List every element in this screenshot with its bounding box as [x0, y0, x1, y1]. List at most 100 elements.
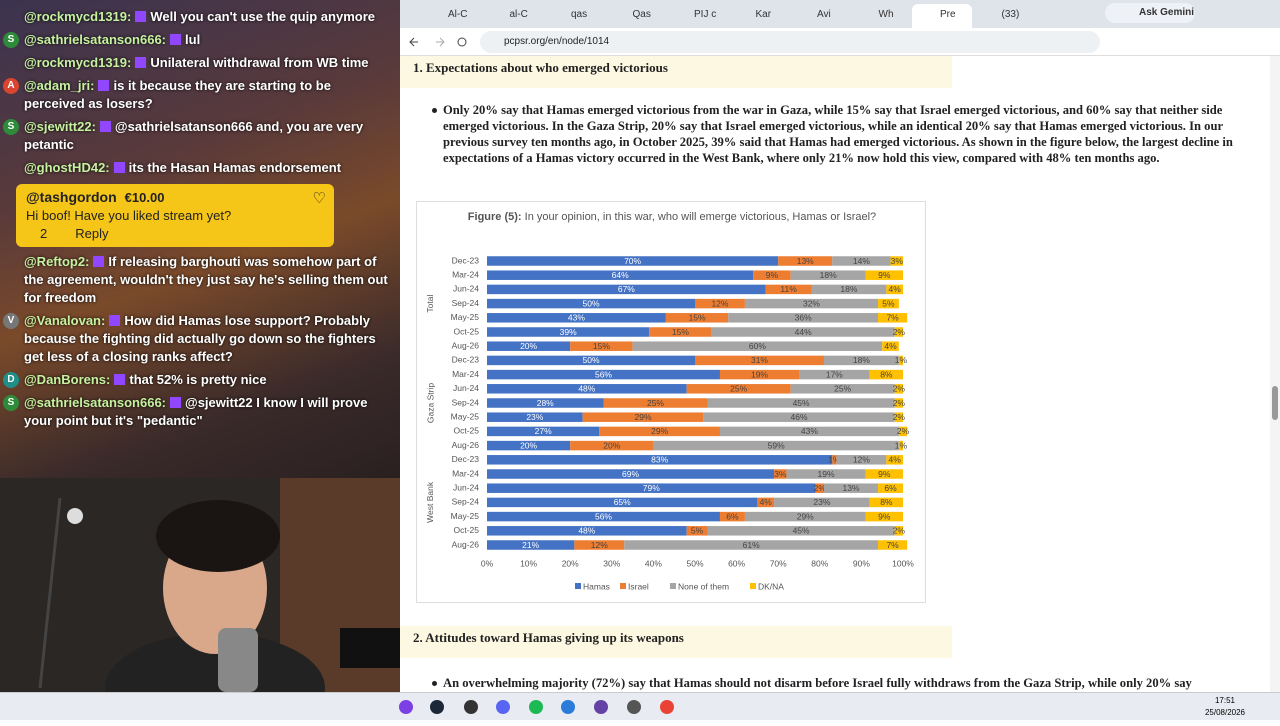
data-label: 7%	[886, 540, 899, 550]
app-icon[interactable]	[464, 700, 478, 714]
bar-segment	[744, 511, 866, 522]
data-label: 43%	[801, 426, 818, 436]
bar-segment	[898, 426, 908, 437]
tab[interactable]: al-C	[509, 9, 528, 20]
data-label: 4%	[884, 341, 897, 351]
data-label: 64%	[612, 270, 629, 280]
back[interactable]	[409, 37, 418, 47]
tab[interactable]: (33)	[1001, 9, 1020, 20]
web-page: 1. Expectations about who emerged victor…	[400, 56, 1280, 692]
data-label: 4%	[889, 455, 902, 465]
bar-segment	[487, 540, 575, 550]
data-label: 9%	[878, 469, 891, 479]
y-tick-label: Sep-24	[452, 397, 480, 407]
x-tick-label: 80%	[811, 558, 828, 568]
nav-buttons[interactable]	[400, 28, 470, 56]
bar-segment	[487, 511, 720, 522]
data-label: 20%	[520, 341, 537, 351]
legend-swatch	[670, 583, 676, 589]
data-label: 19%	[751, 369, 768, 379]
avatar: D	[3, 372, 19, 388]
data-label: 2%	[893, 412, 906, 422]
chat-message: @rockmycd1319: Well you can't use the qui…	[0, 6, 400, 29]
taskbar-icons	[399, 700, 674, 714]
bar-segment	[890, 256, 903, 266]
chat-message: S @sathrielsatanson666: lul	[0, 29, 400, 52]
group-label: West Bank	[425, 481, 435, 523]
data-label: 15%	[689, 313, 706, 323]
app-icon[interactable]	[660, 700, 674, 714]
bar-segment	[878, 313, 908, 323]
chart-title: Figure (5): In your opinion, in this war…	[467, 210, 877, 225]
like-count: 2	[40, 226, 48, 241]
legend-swatch	[575, 583, 581, 589]
data-label: 56%	[595, 511, 612, 521]
data-label: 61%	[743, 540, 760, 550]
tab[interactable]: Qas	[632, 9, 651, 20]
x-tick-label: 100%	[892, 558, 914, 568]
microphone	[218, 628, 258, 692]
tab[interactable]: Wh	[878, 9, 894, 20]
gemini-button[interactable]: Ask Gemini	[1105, 3, 1195, 23]
badge	[99, 121, 111, 132]
data-label: 69%	[622, 469, 639, 479]
scroll-thumb[interactable]	[1272, 386, 1278, 420]
data-label: 13%	[842, 483, 859, 493]
y-tick-label: May-25	[451, 411, 480, 421]
y-tick-label: Aug-26	[452, 440, 480, 450]
bar-segment	[894, 384, 903, 394]
forward[interactable]	[436, 37, 445, 47]
tab[interactable]: Al-C	[448, 9, 468, 20]
chat-message: S @sjewitt22: @sathrielsatanson666 and, yo…	[0, 116, 400, 157]
bar-segment	[487, 526, 687, 536]
bar-segment	[811, 284, 887, 295]
app-icon[interactable]	[627, 700, 641, 714]
username: @sathrielsatanson666:	[24, 395, 167, 410]
bar-segment	[632, 341, 883, 351]
bar-segment	[882, 341, 899, 351]
scrollbar[interactable]	[1270, 56, 1280, 692]
legend-swatch	[750, 583, 756, 589]
data-label: 9%	[878, 270, 891, 280]
chart-subtitle: In your opinion, in this war, who will e…	[524, 211, 877, 223]
badge	[109, 315, 121, 326]
tab[interactable]: Avi	[817, 9, 831, 20]
bar-segment	[487, 455, 833, 465]
bar-segment	[894, 327, 903, 337]
data-label: 36%	[795, 313, 812, 323]
app-icon[interactable]	[529, 700, 543, 714]
data-label: 15%	[593, 341, 610, 351]
legend-label: DK/NA	[758, 581, 784, 591]
data-label: 48%	[578, 526, 595, 536]
reply[interactable]: Reply	[75, 226, 109, 241]
bar-segment	[599, 426, 720, 437]
clock[interactable]: 17:51 25/08/2026	[1200, 695, 1250, 719]
bar-segment	[487, 483, 816, 493]
data-label: 28%	[537, 398, 554, 408]
app-icon[interactable]	[594, 700, 608, 714]
tab[interactable]: Kar	[755, 9, 772, 20]
bar-segment	[570, 440, 654, 451]
app-icon[interactable]	[430, 700, 444, 714]
data-label: 3%	[774, 469, 787, 479]
data-label: 25%	[647, 398, 664, 408]
data-label: 9%	[766, 270, 779, 280]
tab[interactable]: qas	[571, 9, 588, 20]
message-text: Well you can't use the quip anymore	[150, 9, 375, 24]
chat-message: V @Vanalovan: How did Hamas lose support? …	[0, 310, 400, 369]
bullet: An overwhelming majority (72%) say that …	[432, 675, 1263, 691]
app-icon[interactable]	[399, 700, 413, 714]
reload[interactable]	[457, 37, 467, 47]
bar-segment	[790, 384, 895, 394]
lamp	[67, 508, 83, 524]
tab[interactable]: PIJ c	[694, 9, 717, 20]
tab[interactable]: Pre	[912, 4, 972, 28]
y-tick-label: Mar-24	[452, 468, 479, 478]
url[interactable]: pcpsr.org/en/node/1014	[480, 31, 1100, 53]
app-icon[interactable]	[561, 700, 575, 714]
data-label: 46%	[790, 412, 807, 422]
avatar: S	[3, 119, 19, 135]
lamp-stand	[38, 497, 62, 689]
app-icon[interactable]	[496, 700, 510, 714]
y-tick-label: Sep-24	[452, 497, 480, 507]
